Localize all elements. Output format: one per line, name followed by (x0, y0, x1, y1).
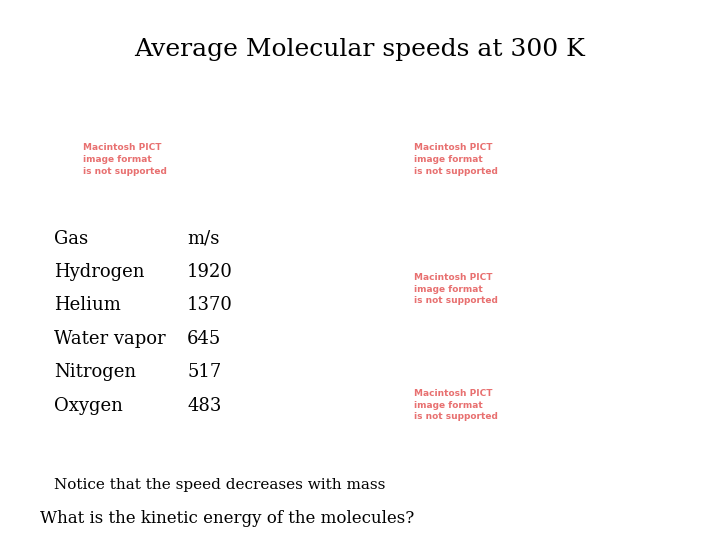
Text: Nitrogen: Nitrogen (54, 363, 136, 381)
Text: Oxygen: Oxygen (54, 397, 123, 415)
Text: Macintosh PICT
image format
is not supported: Macintosh PICT image format is not suppo… (414, 273, 498, 305)
Text: Notice that the speed decreases with mass: Notice that the speed decreases with mas… (54, 478, 385, 492)
Text: Average Molecular speeds at 300 K: Average Molecular speeds at 300 K (135, 38, 585, 61)
Text: 1920: 1920 (187, 263, 233, 281)
Text: Water vapor: Water vapor (54, 330, 166, 348)
Text: 483: 483 (187, 397, 222, 415)
Text: 1370: 1370 (187, 296, 233, 314)
Text: Helium: Helium (54, 296, 121, 314)
Text: Macintosh PICT
image format
is not supported: Macintosh PICT image format is not suppo… (414, 389, 498, 421)
Text: Hydrogen: Hydrogen (54, 263, 145, 281)
Text: What is the kinetic energy of the molecules?: What is the kinetic energy of the molecu… (40, 510, 414, 527)
Text: 517: 517 (187, 363, 222, 381)
Text: 645: 645 (187, 330, 222, 348)
Text: m/s: m/s (187, 230, 220, 247)
Text: Macintosh PICT
image format
is not supported: Macintosh PICT image format is not suppo… (83, 143, 166, 176)
Text: Macintosh PICT
image format
is not supported: Macintosh PICT image format is not suppo… (414, 143, 498, 176)
Text: Gas: Gas (54, 230, 88, 247)
